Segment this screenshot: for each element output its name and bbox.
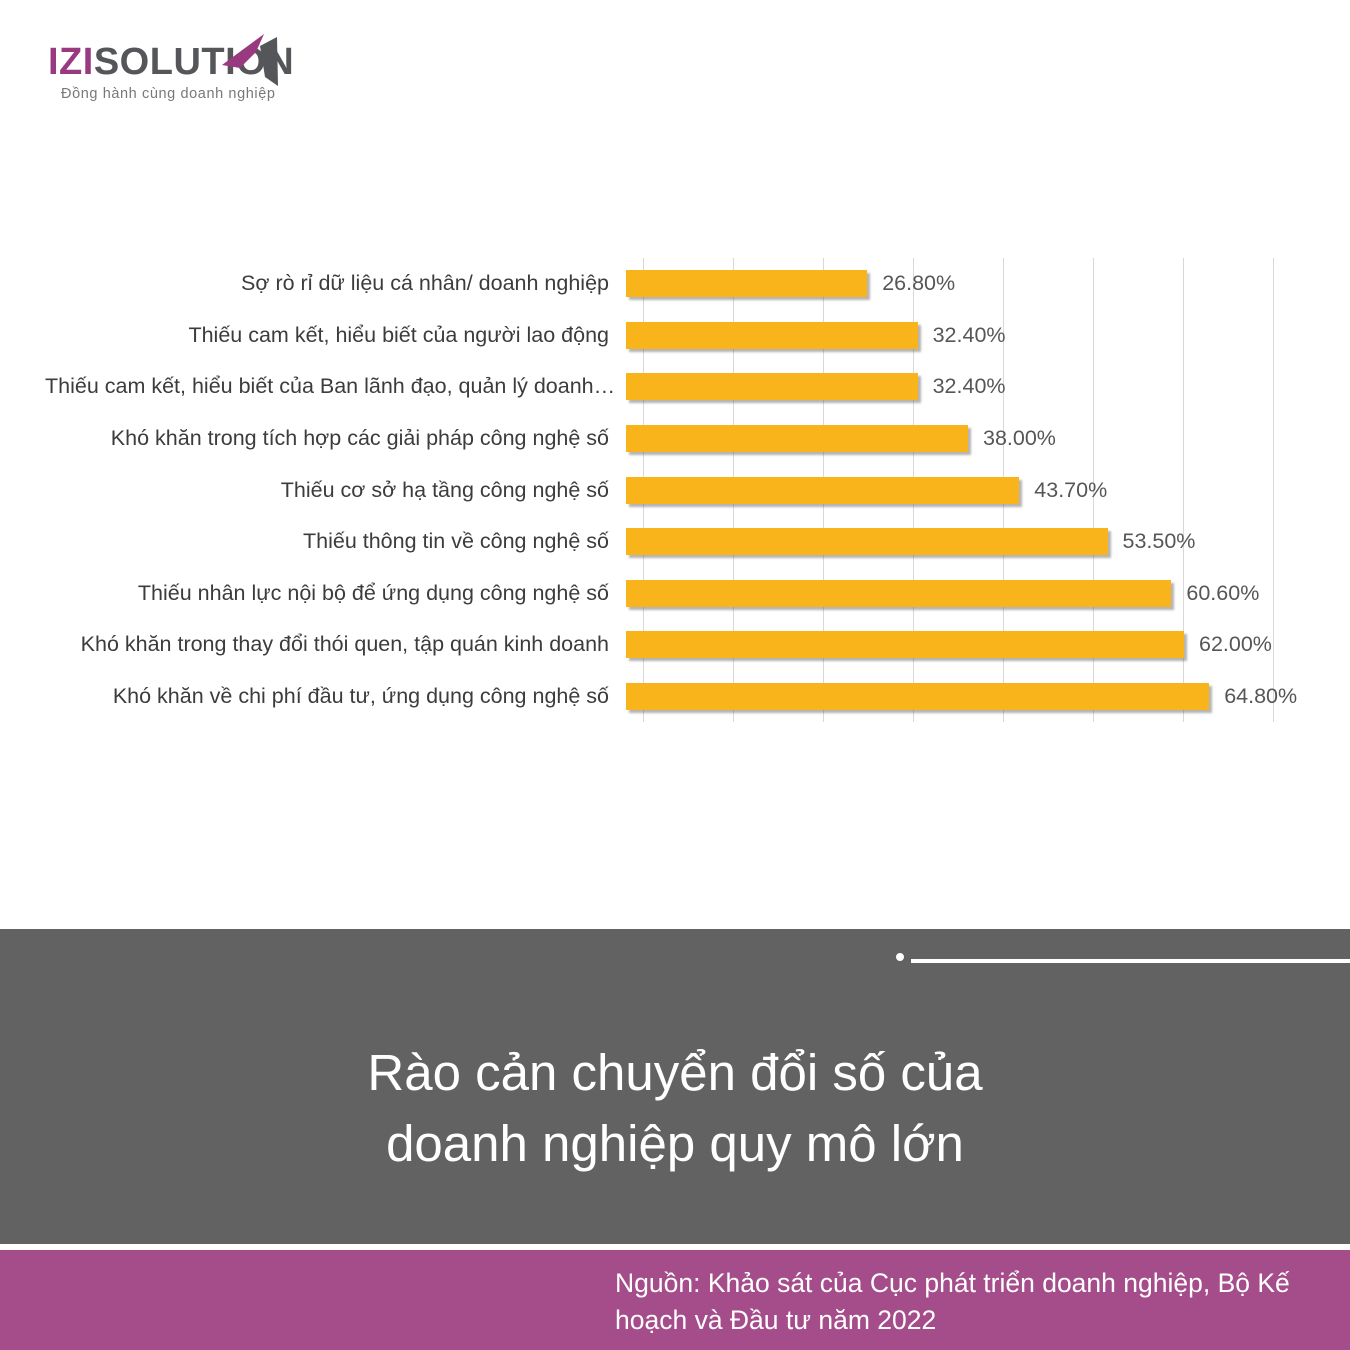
bar-track: 64.80% [626, 671, 1307, 723]
chart-rows: Sợ rò rỉ dữ liệu cá nhân/ doanh nghiệp 26… [45, 258, 1307, 722]
page-title-line1: Rào cản chuyển đổi số của [367, 1044, 983, 1101]
barriers-bar-chart: Sợ rò rỉ dữ liệu cá nhân/ doanh nghiệp 26… [45, 258, 1307, 722]
value-label: 60.60% [1186, 580, 1260, 605]
gridline [1093, 258, 1094, 722]
chart-row: Thiếu thông tin về công nghệ số 53.50% [45, 516, 1307, 568]
bar [626, 424, 968, 452]
category-label: Thiếu cơ sở hạ tầng công nghệ số [280, 477, 609, 502]
logo-tagline: Đồng hành cùng doanh nghiệp [61, 86, 276, 102]
bar-track: 53.50% [626, 516, 1307, 568]
title-band: Rào cản chuyển đổi số của doanh nghiệp q… [0, 929, 1350, 1244]
page-title-line2: doanh nghiệp quy mô lớn [386, 1115, 964, 1172]
bar-track: 43.70% [626, 464, 1307, 516]
bar-track: 62.00% [626, 619, 1307, 671]
category-label: Thiếu cam kết, hiểu biết của Ban lãnh đạ… [45, 374, 616, 399]
category-label: Khó khăn trong tích hợp các giải pháp cô… [110, 425, 609, 450]
bar [626, 528, 1108, 556]
line-end-circle-icon [896, 953, 904, 961]
bar [626, 373, 918, 401]
bar [626, 270, 868, 298]
category-label: Thiếu cam kết, hiểu biết của người lao đ… [188, 322, 609, 347]
value-label: 43.70% [1034, 477, 1108, 502]
source-band: Nguồn: Khảo sát của Cục phát triển doanh… [0, 1250, 1350, 1350]
category-label: Thiếu nhân lực nội bộ để ứng dụng công n… [137, 580, 609, 605]
category-label: Thiếu thông tin về công nghệ số [303, 529, 609, 554]
gridline [1273, 258, 1274, 722]
bar [626, 579, 1172, 607]
source-text: Nguồn: Khảo sát của Cục phát triển doanh… [615, 1268, 1290, 1335]
bar-track: 26.80% [626, 258, 1307, 310]
logo-text-izi: IZI [48, 41, 94, 83]
bar [626, 321, 918, 349]
chart-row: Khó khăn về chi phí đầu tư, ứng dụng côn… [45, 671, 1307, 723]
chart-row: Khó khăn trong thay đổi thói quen, tập q… [45, 619, 1307, 671]
chart-row: Thiếu nhân lực nội bộ để ứng dụng công n… [45, 567, 1307, 619]
chart-row: Khó khăn trong tích hợp các giải pháp cô… [45, 413, 1307, 465]
category-label: Khó khăn trong thay đổi thói quen, tập q… [80, 632, 609, 657]
bar-track: 32.40% [626, 310, 1307, 362]
value-label: 62.00% [1199, 632, 1272, 657]
bar-track: 38.00% [626, 413, 1307, 465]
category-label: Sợ rò rỉ dữ liệu cá nhân/ doanh nghiệp [241, 271, 609, 296]
value-label: 26.80% [882, 271, 956, 296]
value-label: 32.40% [932, 374, 1006, 399]
bar-track: 60.60% [626, 567, 1307, 619]
value-label: 38.00% [983, 425, 1056, 450]
bar [626, 682, 1210, 710]
bar [626, 476, 1020, 504]
logo-flag-icon [222, 34, 278, 86]
bar-track: 32.40% [626, 361, 1307, 413]
page-title: Rào cản chuyển đổi số của doanh nghiệp q… [0, 929, 1350, 1179]
decorative-line [911, 959, 1350, 963]
izisolution-logo: IZI SOLUTION Đồng hành cùng doanh nghiệp [48, 34, 294, 102]
chart-row: Thiếu cam kết, hiểu biết của Ban lãnh đạ… [45, 361, 1307, 413]
category-label: Khó khăn về chi phí đầu tư, ứng dụng côn… [112, 683, 609, 708]
chart-row: Sợ rò rỉ dữ liệu cá nhân/ doanh nghiệp 26… [45, 258, 1307, 310]
value-label: 64.80% [1224, 683, 1298, 708]
gridline [1183, 258, 1184, 722]
value-label: 53.50% [1122, 529, 1196, 554]
chart-row: Thiếu cam kết, hiểu biết của người lao đ… [45, 310, 1307, 362]
chart-row: Thiếu cơ sở hạ tầng công nghệ số 43.70% [45, 464, 1307, 516]
bar [626, 631, 1184, 659]
value-label: 32.40% [932, 322, 1006, 347]
